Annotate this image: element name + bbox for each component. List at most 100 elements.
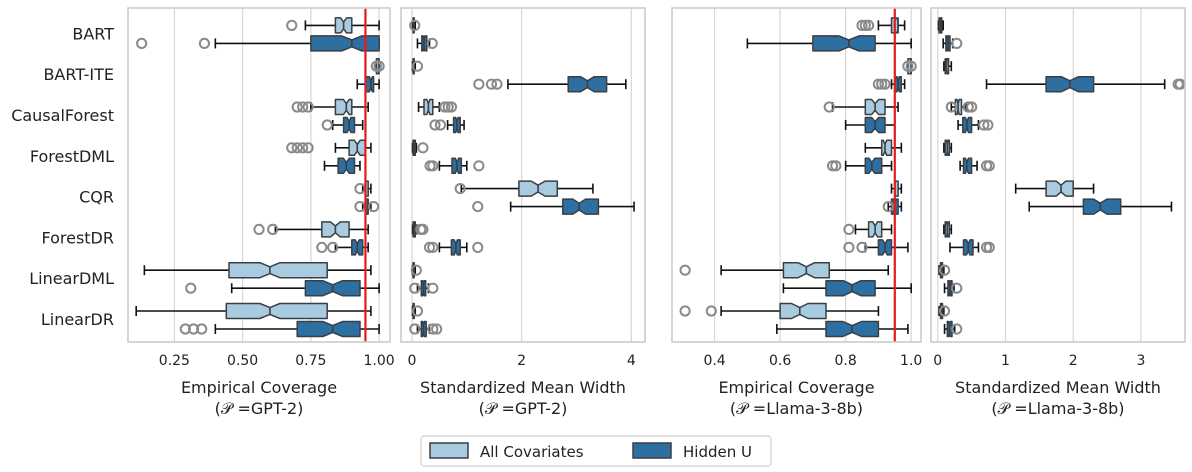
outlier-point <box>872 78 885 90</box>
outlier-point <box>983 160 995 172</box>
box-forestdml-all <box>943 139 953 157</box>
box-lineardr-hidden <box>776 320 909 338</box>
outlier-point <box>442 101 454 113</box>
outlier-point <box>679 305 691 317</box>
box-forestdml-hidden <box>323 157 361 175</box>
outlier-point <box>286 19 298 31</box>
outlier-point <box>409 19 421 31</box>
outlier-point <box>427 160 439 172</box>
outlier-point <box>198 37 211 50</box>
x-tick-label: 0.50 <box>227 353 258 369</box>
legend-label-hidden: Hidden U <box>683 443 752 461</box>
outlier-point <box>427 323 439 335</box>
box-cqr-all <box>354 180 372 197</box>
x-axis-label: Empirical Coverage <box>718 378 874 397</box>
legend-label-all: All Covariates <box>480 443 584 461</box>
outlier-point <box>472 201 484 213</box>
outlier-point <box>316 241 328 253</box>
box-forestdr-hidden <box>316 239 369 256</box>
x-tick-label: 2 <box>1069 353 1078 369</box>
box-lineardr-all <box>938 302 951 320</box>
x-axis-label: Empirical Coverage <box>181 378 337 397</box>
outlier-point <box>179 323 191 335</box>
outlier-point <box>679 264 691 276</box>
outlier-point <box>951 282 963 294</box>
x-tick-label: 0.75 <box>295 353 326 369</box>
box-lineardr-all <box>135 302 372 320</box>
method-label: CQR <box>79 188 114 207</box>
box-bart-hidden <box>416 35 438 52</box>
box-cqr-hidden <box>354 198 380 215</box>
method-label: BART <box>72 24 114 43</box>
box-body <box>228 261 328 279</box>
outlier-point <box>426 37 438 50</box>
outlier-point <box>196 323 208 335</box>
box-bart-all <box>856 17 906 34</box>
x-tick-label: 0 <box>408 353 417 369</box>
box-body <box>364 75 375 93</box>
x-tick-label: 0.4 <box>703 353 725 369</box>
outlier-point <box>938 264 951 276</box>
box-bart-ite-hidden <box>985 75 1186 93</box>
x-tick-label: 2 <box>517 353 526 369</box>
box-bart-ite-hidden <box>872 75 906 93</box>
outlier-point <box>427 241 439 253</box>
outlier-point <box>185 282 197 294</box>
box-forestdml-all <box>864 139 903 157</box>
outlier-point <box>297 142 309 154</box>
x-tick-label: 4 <box>627 353 636 369</box>
box-causalforest-hidden <box>957 116 994 134</box>
method-label: LinearDML <box>29 269 114 288</box>
box-bart-hidden <box>746 35 912 52</box>
outlier-point <box>978 119 990 131</box>
box-lineardr-all <box>679 302 880 320</box>
x-tick-label: 0.6 <box>769 353 791 369</box>
x-axis-sublabel: (𝒫 =GPT-2) <box>215 399 304 418</box>
x-axis-sublabel: (𝒫 =GPT-2) <box>479 399 568 418</box>
box-bart-ite-all <box>411 57 424 75</box>
box-lineardml-hidden <box>409 279 439 297</box>
x-tick-label: 1 <box>1001 353 1010 369</box>
outlier-point <box>410 264 422 276</box>
method-label: LinearDR <box>41 310 114 329</box>
box-cqr-all <box>454 180 594 197</box>
legend-box <box>420 435 772 467</box>
outlier-point <box>417 142 429 154</box>
outlier-point <box>423 241 436 253</box>
box-body <box>779 302 827 320</box>
outlier-point <box>445 101 458 113</box>
outlier-point <box>472 241 484 253</box>
outlier-point <box>830 160 842 172</box>
outlier-point <box>902 60 914 72</box>
box-causalforest-hidden <box>321 116 364 134</box>
x-axis-label: Standardized Mean Width <box>955 378 1161 397</box>
outlier-point <box>966 101 978 113</box>
outlier-point <box>856 19 868 31</box>
box-bart-ite-all <box>943 57 953 75</box>
box-bart-ite-all <box>902 57 917 75</box>
box-lineardr-hidden <box>179 320 380 338</box>
outlier-point <box>411 60 424 72</box>
box-lineardml-hidden <box>943 279 963 297</box>
box-forestdr-all <box>843 221 893 238</box>
outlier-point <box>417 223 429 235</box>
box-lineardml-all <box>679 261 890 279</box>
outlier-point <box>862 19 875 31</box>
outlier-point <box>859 19 871 31</box>
panel-3: 0.4 0.6 0.8 1.0 Empirical Coverage (𝒫 =Llama-… <box>671 7 922 418</box>
method-label: CausalForest <box>11 106 114 125</box>
box-body <box>225 302 328 320</box>
x-tick-label: 0.25 <box>159 353 190 369</box>
box-bart-all <box>409 17 421 34</box>
outlier-point <box>253 223 265 235</box>
method-label: ForestDR <box>41 228 114 247</box>
box-causalforest-all <box>417 98 458 116</box>
box-forestdr-hidden <box>843 239 909 256</box>
box-forestdr-all <box>411 221 429 238</box>
box-cqr-hidden <box>882 198 903 215</box>
outlier-point <box>427 282 439 294</box>
box-forestdml-hidden <box>959 157 995 175</box>
outlier-point <box>439 101 451 113</box>
outlier-point <box>473 78 485 90</box>
x-axis-sublabel: (𝒫 =Llama-3-8b) <box>991 399 1124 418</box>
